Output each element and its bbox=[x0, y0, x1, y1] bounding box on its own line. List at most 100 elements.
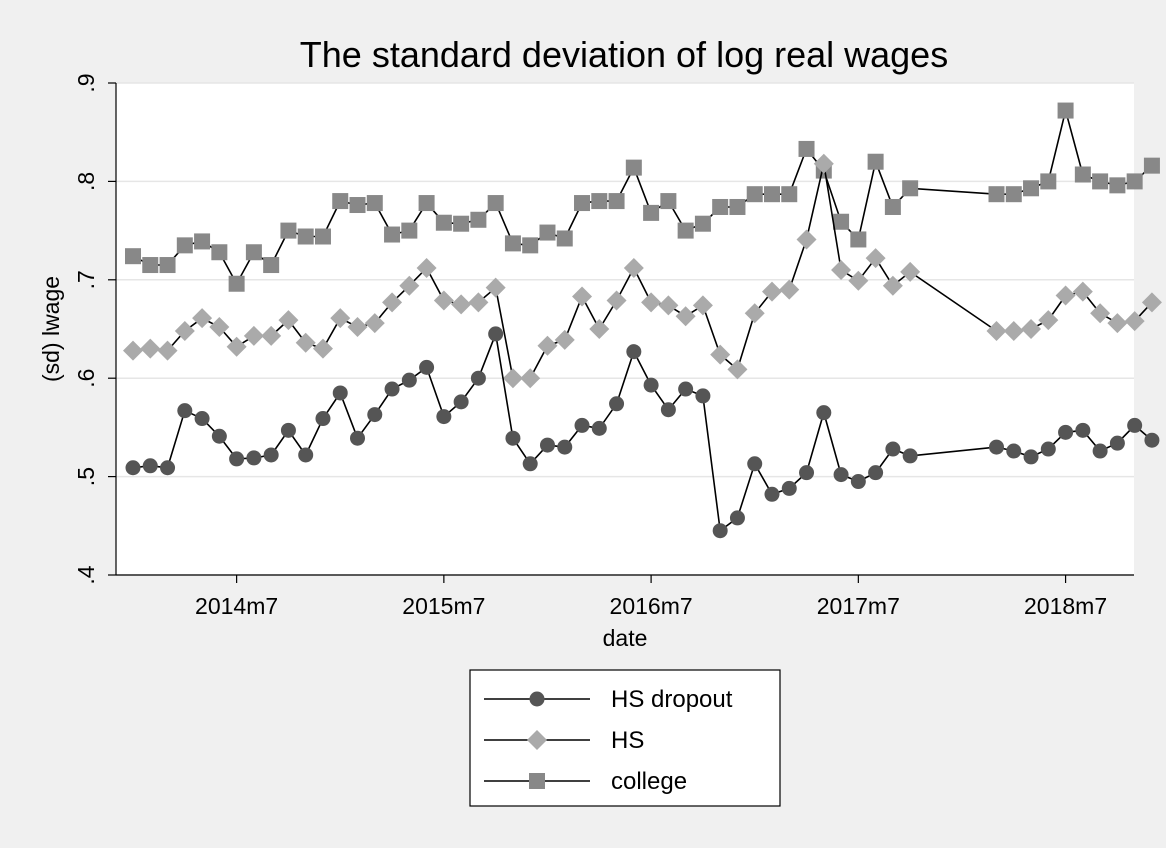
data-point bbox=[1143, 157, 1160, 174]
data-point bbox=[1038, 310, 1059, 331]
data-point bbox=[884, 198, 901, 215]
data-point bbox=[295, 332, 316, 353]
data-point bbox=[865, 248, 886, 269]
data-point bbox=[332, 385, 348, 401]
data-point bbox=[556, 230, 573, 247]
data-point bbox=[332, 193, 349, 210]
data-point bbox=[468, 292, 489, 313]
data-point bbox=[1092, 173, 1109, 190]
data-point bbox=[229, 451, 245, 467]
data-point bbox=[537, 335, 558, 356]
data-point bbox=[280, 422, 296, 438]
data-point bbox=[487, 195, 504, 212]
data-point bbox=[522, 456, 538, 472]
data-point bbox=[176, 237, 193, 254]
data-point bbox=[520, 368, 541, 389]
data-point bbox=[350, 430, 366, 446]
data-point bbox=[1107, 313, 1128, 334]
data-point bbox=[1127, 417, 1143, 433]
data-point bbox=[384, 226, 401, 243]
data-point bbox=[589, 319, 610, 339]
data-point bbox=[142, 257, 159, 274]
data-point bbox=[626, 344, 642, 360]
series-hs-dropout bbox=[125, 326, 1160, 539]
data-point bbox=[123, 340, 143, 361]
data-point bbox=[867, 153, 884, 170]
data-point bbox=[261, 325, 282, 346]
data-point bbox=[1023, 180, 1040, 197]
data-point bbox=[312, 338, 333, 359]
legend-label: college bbox=[611, 768, 687, 795]
data-point bbox=[1092, 443, 1108, 459]
data-point bbox=[1090, 303, 1111, 324]
series-college bbox=[125, 102, 1160, 292]
x-tick-label: 2018m7 bbox=[1024, 593, 1107, 619]
y-tick-label: .7 bbox=[73, 270, 99, 289]
data-point bbox=[606, 290, 627, 311]
data-point bbox=[1074, 166, 1091, 183]
data-point bbox=[678, 381, 694, 397]
data-point bbox=[1040, 441, 1056, 457]
data-point bbox=[557, 439, 573, 455]
data-point bbox=[142, 458, 158, 474]
data-point bbox=[591, 193, 608, 210]
data-point bbox=[364, 313, 385, 334]
data-point bbox=[1023, 449, 1039, 465]
data-point bbox=[660, 193, 677, 210]
series-hs bbox=[123, 153, 1162, 389]
data-point bbox=[502, 368, 523, 389]
data-point bbox=[885, 441, 901, 457]
x-tick-label: 2017m7 bbox=[817, 593, 900, 619]
data-point bbox=[297, 228, 314, 245]
data-point bbox=[727, 359, 748, 380]
data-point bbox=[813, 153, 834, 174]
plot-area bbox=[116, 83, 1134, 575]
data-point bbox=[831, 259, 852, 280]
data-point bbox=[574, 195, 591, 212]
data-point bbox=[246, 450, 262, 466]
data-point bbox=[314, 228, 331, 245]
data-point bbox=[660, 402, 676, 418]
y-tick-label: .8 bbox=[73, 172, 99, 191]
legend-item: HS dropout bbox=[484, 686, 733, 713]
legend-box bbox=[469, 669, 781, 807]
legend-item: college bbox=[484, 768, 687, 795]
data-point bbox=[504, 235, 521, 252]
data-point bbox=[419, 359, 435, 375]
data-point bbox=[798, 140, 815, 157]
data-point bbox=[833, 213, 850, 230]
data-point bbox=[1124, 311, 1145, 332]
data-point bbox=[694, 215, 711, 232]
data-point bbox=[160, 460, 176, 476]
data-point bbox=[763, 186, 780, 203]
data-point bbox=[211, 428, 227, 444]
data-point bbox=[781, 186, 798, 203]
data-point bbox=[211, 244, 228, 261]
data-point bbox=[401, 222, 418, 239]
data-point bbox=[1141, 292, 1162, 313]
data-point bbox=[744, 303, 765, 324]
axes bbox=[108, 82, 1134, 583]
data-point bbox=[1005, 186, 1022, 203]
data-point bbox=[1040, 173, 1057, 190]
data-point bbox=[695, 388, 711, 404]
data-point bbox=[157, 340, 178, 361]
data-point bbox=[209, 317, 230, 338]
data-point bbox=[643, 204, 660, 221]
data-point bbox=[436, 409, 452, 425]
data-point bbox=[367, 407, 383, 423]
legend: HS dropout HS college bbox=[469, 669, 781, 807]
data-point bbox=[900, 261, 921, 282]
legend-item: HS bbox=[484, 727, 644, 754]
data-point bbox=[1126, 173, 1143, 190]
x-tick-label: 2015m7 bbox=[402, 593, 485, 619]
data-point bbox=[298, 447, 314, 463]
data-point bbox=[243, 325, 264, 346]
data-point bbox=[554, 329, 575, 350]
data-point bbox=[850, 474, 866, 490]
data-point bbox=[986, 320, 1007, 341]
series-layer bbox=[123, 102, 1162, 539]
data-point bbox=[1058, 424, 1074, 440]
legend-marker bbox=[527, 730, 547, 750]
data-point bbox=[416, 257, 437, 278]
